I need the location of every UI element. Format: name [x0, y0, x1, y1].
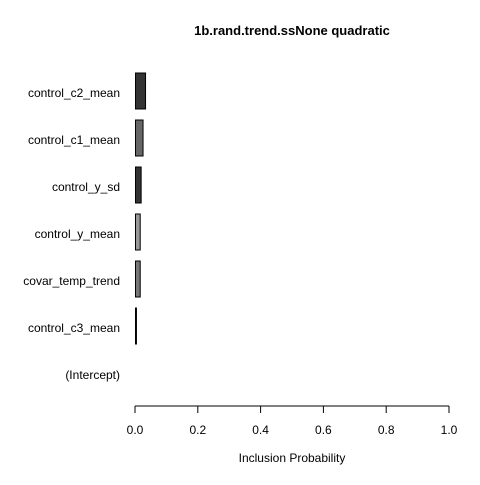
category-label: control_c3_mean: [28, 321, 120, 335]
category-label: control_c1_mean: [28, 133, 120, 147]
x-tick-label: 0.4: [252, 423, 269, 437]
category-label: control_y_mean: [35, 227, 120, 241]
x-tick-label: 1.0: [441, 423, 458, 437]
category-label: covar_temp_trend: [23, 274, 120, 288]
x-tick-label: 0.2: [189, 423, 206, 437]
category-labels: control_c2_mean control_c1_mean control_y_…: [23, 86, 120, 382]
bar-control-c2-mean: [135, 72, 147, 110]
category-label: (Intercept): [65, 368, 120, 382]
bar-control-c1-mean: [135, 119, 144, 157]
category-label: control_y_sd: [52, 180, 120, 194]
bar-control-y-mean: [135, 213, 141, 251]
chart-title: 1b.rand.trend.ssNone quadratic: [194, 23, 390, 38]
x-tick-label: 0.0: [127, 423, 144, 437]
bar-covar-temp-trend: [135, 260, 141, 298]
bar-control-y-sd: [135, 166, 142, 204]
x-tick-label: 0.8: [378, 423, 395, 437]
bar-control-c3-mean: [135, 307, 137, 345]
x-tick-label: 0.6: [315, 423, 332, 437]
x-axis-label: Inclusion Probability: [239, 451, 346, 465]
x-axis-ticks: 0.0 0.2 0.4 0.6 0.8 1.0: [127, 406, 458, 437]
bars-group: [135, 72, 147, 345]
category-label: control_c2_mean: [28, 86, 120, 100]
